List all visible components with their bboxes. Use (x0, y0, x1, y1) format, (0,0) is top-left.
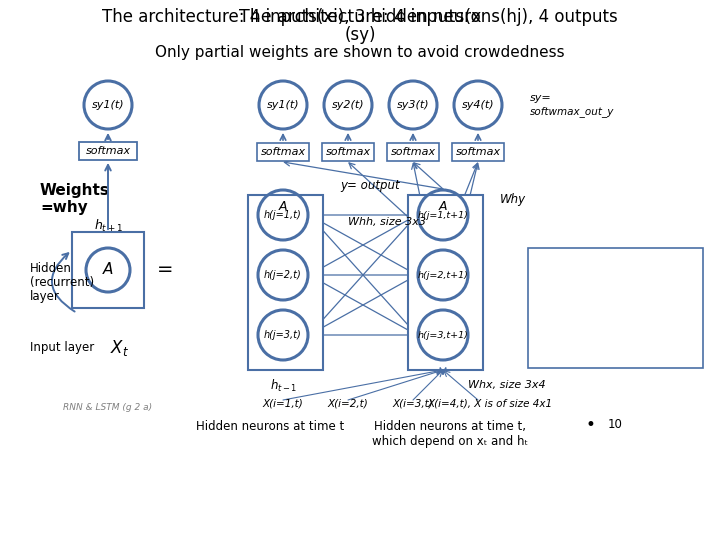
FancyBboxPatch shape (72, 232, 144, 308)
Text: A: A (438, 200, 447, 213)
Text: sy3(t): sy3(t) (397, 100, 429, 110)
Text: RNN & LSTM (g 2 a): RNN & LSTM (g 2 a) (63, 403, 153, 413)
Text: Hidden: Hidden (30, 262, 72, 275)
Text: Why=h to y: Why=h to y (534, 308, 600, 318)
Text: X(i=3,t): X(i=3,t) (392, 398, 433, 408)
Text: =why: =why (40, 200, 88, 215)
Text: connected: connected (534, 342, 593, 352)
Text: Whx=x to h: Whx=x to h (534, 291, 600, 301)
Text: Input layer: Input layer (30, 341, 94, 354)
Text: X(i=4,t), X is of size 4x1: X(i=4,t), X is of size 4x1 (428, 398, 552, 408)
Text: A: A (103, 262, 113, 278)
Text: X(i=1,t): X(i=1,t) (263, 398, 303, 408)
Text: y= output: y= output (340, 179, 400, 192)
FancyBboxPatch shape (387, 143, 439, 161)
FancyBboxPatch shape (248, 195, 323, 370)
Text: =: = (157, 260, 174, 280)
Text: Weights: Weights (40, 183, 110, 198)
Text: 10: 10 (608, 418, 622, 431)
Text: softwmax_out_y: softwmax_out_y (530, 106, 614, 117)
Text: X(i=2,t): X(i=2,t) (328, 398, 369, 408)
Text: (recurrent): (recurrent) (30, 276, 94, 289)
Text: Weights types: Weights types (534, 257, 613, 267)
Text: h(j=3,t): h(j=3,t) (264, 330, 302, 340)
Text: Hidden neurons at time t: Hidden neurons at time t (196, 420, 344, 433)
Text: h(j=1,t): h(j=1,t) (264, 210, 302, 220)
Text: Why: Why (500, 193, 526, 206)
FancyBboxPatch shape (528, 248, 703, 368)
FancyBboxPatch shape (452, 143, 504, 161)
Text: h(j=2,t+1): h(j=2,t+1) (418, 271, 469, 280)
Text: h(j=1,t+1): h(j=1,t+1) (418, 211, 469, 219)
Text: $X_t$: $X_t$ (110, 338, 130, 358)
FancyBboxPatch shape (257, 143, 309, 161)
Text: •: • (585, 416, 595, 434)
Text: sy2(t): sy2(t) (332, 100, 364, 110)
Text: sy1(t): sy1(t) (91, 100, 125, 110)
FancyBboxPatch shape (408, 195, 483, 370)
Text: softmax: softmax (86, 146, 130, 156)
Text: which depend on xₜ and hₜ: which depend on xₜ and hₜ (372, 435, 528, 448)
Text: (sy): (sy) (344, 26, 376, 44)
Text: $h_{t+1}$: $h_{t+1}$ (94, 218, 122, 234)
Text: sy=: sy= (530, 93, 552, 103)
Text: $h_{t-1}$: $h_{t-1}$ (270, 378, 297, 394)
Text: softmax: softmax (261, 147, 305, 157)
Text: softmax: softmax (325, 147, 371, 157)
FancyBboxPatch shape (322, 143, 374, 161)
Text: softmax: softmax (456, 147, 500, 157)
Text: Whx, size 3x4: Whx, size 3x4 (468, 380, 546, 390)
Text: softmax: softmax (390, 147, 436, 157)
Text: Whh=h(t) to h(t+1): Whh=h(t) to h(t+1) (534, 274, 643, 284)
Text: Whh, size 3x3: Whh, size 3x3 (348, 217, 426, 227)
Text: A: A (279, 200, 287, 213)
Text: sy1(t): sy1(t) (266, 100, 300, 110)
Text: h(j=2,t): h(j=2,t) (264, 270, 302, 280)
Text: Only partial weights are shown to avoid crowdedness: Only partial weights are shown to avoid … (156, 45, 564, 60)
Text: sy4(t): sy4(t) (462, 100, 495, 110)
Text: Assume all fully: Assume all fully (534, 325, 622, 335)
Text: The architecture: 4 inputs(xi), 3 hidden neurons(hj), 4 outputs: The architecture: 4 inputs(xi), 3 hidden… (102, 8, 618, 26)
Text: layer: layer (30, 290, 60, 303)
Text: Hidden neurons at time t,: Hidden neurons at time t, (374, 420, 526, 433)
FancyBboxPatch shape (79, 142, 137, 160)
Text: h(j=3,t+1): h(j=3,t+1) (418, 330, 469, 340)
Text: The architecture: 4 inputs(x: The architecture: 4 inputs(x (239, 8, 481, 26)
